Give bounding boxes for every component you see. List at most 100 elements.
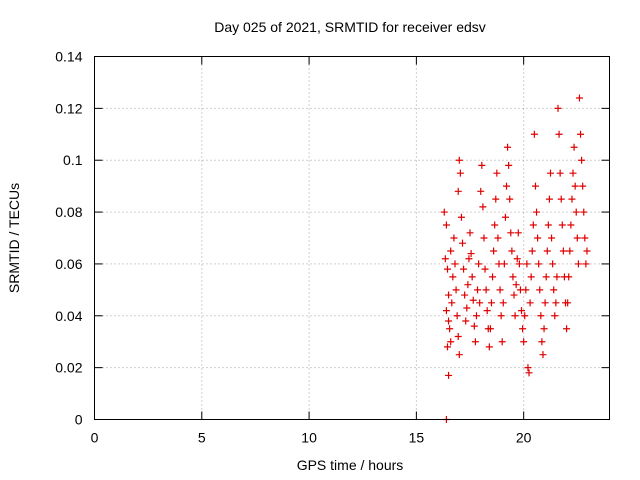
data-point <box>490 247 498 255</box>
data-point <box>524 364 532 372</box>
data-point <box>549 260 557 268</box>
data-point <box>512 281 520 289</box>
data-point <box>513 255 521 263</box>
x-axis-title: GPS time / hours <box>297 457 404 473</box>
x-tick-label: 15 <box>409 430 425 446</box>
data-point <box>491 221 499 229</box>
data-point <box>492 195 500 203</box>
data-point <box>464 281 472 289</box>
data-point <box>483 307 491 315</box>
data-point <box>527 273 535 281</box>
y-tick-label: 0.08 <box>55 204 82 220</box>
data-point <box>497 312 505 320</box>
data-point <box>456 169 464 177</box>
data-point <box>442 221 450 229</box>
y-tick-label: 0.14 <box>55 49 82 65</box>
data-point <box>482 286 490 294</box>
data-point <box>555 130 563 138</box>
data-point <box>510 291 518 299</box>
data-point <box>546 169 554 177</box>
data-point <box>556 169 564 177</box>
data-point <box>448 299 456 307</box>
data-point <box>536 286 544 294</box>
y-tick-label: 0.12 <box>55 100 82 116</box>
data-point <box>522 286 530 294</box>
data-point <box>523 260 531 268</box>
data-point <box>583 247 591 255</box>
data-point <box>553 273 561 281</box>
data-point <box>554 104 562 112</box>
data-point <box>577 130 585 138</box>
y-tick-label: 0.02 <box>55 360 82 376</box>
data-point <box>528 247 536 255</box>
data-point <box>557 195 565 203</box>
data-point <box>505 161 513 169</box>
data-point <box>564 299 572 307</box>
y-axis-title: SRMTID / TECUs <box>6 183 22 293</box>
data-point <box>493 169 501 177</box>
data-point <box>537 312 545 320</box>
data-point <box>460 265 468 273</box>
data-point <box>468 273 476 281</box>
data-point <box>446 325 454 333</box>
tick-labels: 0 0.02 0.04 0.06 0.08 0.1 0.12 0.14 0 5 10 15 20 <box>55 49 531 446</box>
chart-title: Day 025 of 2021, SRMTID for receiver eds… <box>214 19 486 35</box>
data-point <box>542 273 550 281</box>
data-point <box>579 182 587 190</box>
data-point <box>580 208 588 216</box>
data-point <box>453 312 461 320</box>
data-point <box>534 234 542 242</box>
grid-lines <box>94 56 610 420</box>
data-point <box>470 322 478 330</box>
data-point <box>530 130 538 138</box>
data-point <box>504 143 512 151</box>
data-point <box>533 208 541 216</box>
data-point <box>445 291 453 299</box>
data-point <box>571 182 579 190</box>
data-point <box>466 229 474 237</box>
data-point <box>511 312 519 320</box>
data-point <box>563 325 571 333</box>
data-point <box>538 338 546 346</box>
data-point <box>440 208 448 216</box>
data-point <box>443 265 451 273</box>
y-tick-label: 0 <box>75 412 83 428</box>
data-point <box>574 260 582 268</box>
data-point <box>452 286 460 294</box>
data-point <box>545 195 553 203</box>
data-point <box>463 304 471 312</box>
data-point <box>489 273 497 281</box>
data-point <box>454 333 462 341</box>
data-point <box>479 203 487 211</box>
data-point <box>471 338 479 346</box>
data-point <box>487 299 495 307</box>
data-point <box>485 343 493 351</box>
data-point <box>475 260 483 268</box>
data-point <box>508 247 516 255</box>
data-point <box>457 213 465 221</box>
data-point <box>565 273 573 281</box>
data-point <box>451 260 459 268</box>
data-point <box>509 273 517 281</box>
data-point <box>552 299 560 307</box>
data-point <box>503 182 510 190</box>
data-point <box>551 312 559 320</box>
x-tick-label: 5 <box>198 430 206 446</box>
data-point <box>570 143 578 151</box>
y-tick-label: 0.06 <box>55 256 82 272</box>
data-point <box>535 260 543 268</box>
data-point <box>507 229 515 237</box>
data-point <box>441 255 449 263</box>
data-point <box>445 317 453 325</box>
data-point <box>472 312 480 320</box>
data-point <box>526 299 534 307</box>
plot-frame <box>94 56 610 420</box>
data-point <box>550 286 558 294</box>
data-point <box>575 94 583 102</box>
data-point <box>541 299 549 307</box>
data-point <box>519 325 527 333</box>
data-point <box>518 307 526 315</box>
data-point <box>529 221 537 229</box>
data-point <box>582 260 590 268</box>
data-point <box>543 247 551 255</box>
